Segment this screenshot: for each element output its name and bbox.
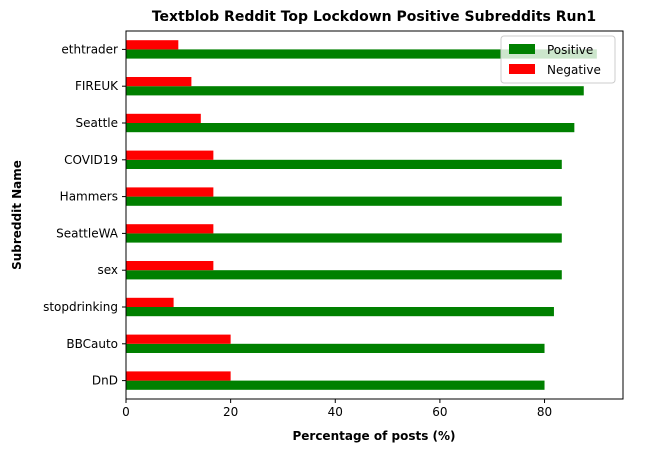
legend-label-positive: Positive	[547, 43, 593, 57]
y-tick-label: sex	[97, 263, 118, 277]
x-tick-label: 0	[122, 405, 130, 419]
bar-positive-seattle	[126, 123, 575, 133]
axes-layer: DnD BBCauto stopdrinking sex SeattleWA Hammer…	[43, 30, 624, 419]
bar-negative-stopdrinking	[126, 297, 174, 307]
y-axis-title: Subreddit Name	[10, 160, 24, 270]
legend: Positive Negative	[500, 35, 616, 84]
bar-negative-seattle	[126, 113, 201, 123]
x-tick-label: 20	[223, 405, 238, 419]
bar-negative-fireuk	[126, 77, 192, 87]
plot-frame	[125, 30, 624, 400]
bar-negative-dnd	[126, 371, 231, 381]
bar-negative-sex	[126, 261, 214, 271]
bar-positive-ethtrader	[126, 49, 597, 59]
bar-negative-covid19	[126, 150, 214, 160]
chart-title: Textblob Reddit Top Lockdown Positive Su…	[152, 9, 596, 25]
y-tick-label: stopdrinking	[43, 300, 118, 314]
y-tick-label: SeattleWA	[56, 226, 119, 240]
bar-positive-hammers	[126, 196, 562, 206]
legend-label-negative: Negative	[547, 63, 601, 77]
bar-positive-fireuk	[126, 86, 584, 96]
x-tick-label: 80	[537, 405, 552, 419]
bar-negative-bbcauto	[126, 334, 231, 344]
bar-positive-dnd	[126, 380, 545, 390]
bar-positive-covid19	[126, 159, 562, 169]
bar-positive-seattlewa	[126, 233, 562, 243]
y-tick-label: COVID19	[64, 153, 118, 167]
y-tick-label: FIREUK	[75, 79, 119, 93]
bar-negative-ethtrader	[126, 40, 179, 50]
x-tick-label: 40	[328, 405, 343, 419]
legend-swatch-positive	[509, 44, 535, 54]
y-tick-label: BBCauto	[66, 337, 118, 351]
bar-positive-stopdrinking	[126, 307, 554, 317]
y-tick-label: Hammers	[60, 190, 118, 204]
x-tick-label: 60	[432, 405, 447, 419]
x-axis-title: Percentage of posts (%)	[292, 429, 455, 443]
bars-layer	[126, 40, 597, 390]
y-tick-label: Seattle	[76, 116, 118, 130]
bar-positive-bbcauto	[126, 343, 545, 353]
legend-swatch-negative	[509, 64, 535, 74]
bar-negative-seattlewa	[126, 224, 214, 234]
bar-positive-sex	[126, 270, 562, 280]
y-tick-label: DnD	[92, 374, 118, 388]
y-tick-label: ethtrader	[61, 42, 118, 56]
bar-negative-hammers	[126, 187, 214, 197]
